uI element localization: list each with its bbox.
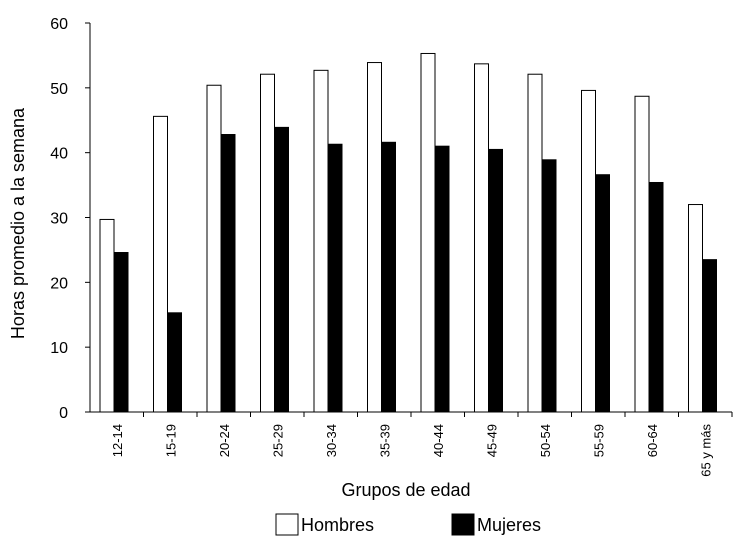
bar-mujeres-0 [114, 253, 128, 412]
bar-mujeres-9 [596, 175, 610, 412]
x-tick-label: 35-39 [377, 424, 392, 457]
legend-swatch-mujeres [452, 514, 474, 535]
legend-swatch-hombres [276, 514, 298, 535]
x-axis-title: Grupos de edad [341, 480, 470, 500]
y-tick-label: 10 [50, 340, 68, 357]
y-tick-label: 20 [50, 275, 68, 292]
y-tick-label: 60 [50, 16, 68, 33]
bars [100, 53, 717, 412]
bar-hombres-9 [582, 90, 596, 412]
y-axis-title: Horas promedio a la semana [8, 107, 28, 339]
bar-mujeres-7 [489, 149, 503, 412]
y-tick-label: 40 [50, 146, 68, 163]
y-tick-label: 50 [50, 81, 68, 98]
x-tick-label: 45-49 [484, 424, 499, 457]
x-axis-ticks: 12-14 15-19 20-24 25-29 30-34 35-39 40-44 45-49… [110, 412, 732, 477]
legend: Hombres Mujeres [276, 514, 541, 535]
bar-mujeres-3 [275, 127, 289, 412]
x-tick-label: 60-64 [645, 424, 660, 457]
bar-mujeres-4 [328, 144, 342, 412]
bar-mujeres-1 [168, 313, 182, 412]
bar-mujeres-11 [703, 260, 717, 412]
bar-mujeres-8 [542, 160, 556, 412]
bar-hombres-4 [314, 70, 328, 412]
x-tick-label: 30-34 [324, 424, 339, 457]
y-axis-ticks: 0 10 20 30 40 50 60 [50, 16, 90, 422]
x-tick-label: 40-44 [431, 424, 446, 457]
bar-mujeres-10 [649, 182, 663, 412]
bar-mujeres-2 [221, 135, 235, 412]
legend-label-hombres: Hombres [301, 515, 374, 535]
bar-hombres-11 [689, 205, 703, 412]
bar-mujeres-5 [382, 142, 396, 412]
bar-hombres-5 [368, 63, 382, 412]
x-tick-label: 50-54 [538, 424, 553, 457]
bar-hombres-1 [154, 116, 168, 412]
bar-hombres-6 [421, 53, 435, 412]
y-tick-label: 30 [50, 211, 68, 228]
bar-hombres-3 [261, 74, 275, 412]
x-tick-label: 12-14 [110, 424, 125, 457]
legend-label-mujeres: Mujeres [477, 515, 541, 535]
bar-hombres-7 [475, 64, 489, 412]
x-tick-label: 55-59 [591, 424, 606, 457]
y-tick-label: 0 [59, 405, 68, 422]
x-tick-label: 15-19 [163, 424, 178, 457]
bar-hombres-10 [635, 96, 649, 412]
bar-mujeres-6 [435, 146, 449, 412]
bar-hombres-0 [100, 219, 114, 412]
x-tick-label: 65 y más [698, 424, 713, 477]
bar-hombres-8 [528, 74, 542, 412]
x-tick-label: 25-29 [270, 424, 285, 457]
bar-hombres-2 [207, 85, 221, 412]
x-tick-label: 20-24 [217, 424, 232, 457]
